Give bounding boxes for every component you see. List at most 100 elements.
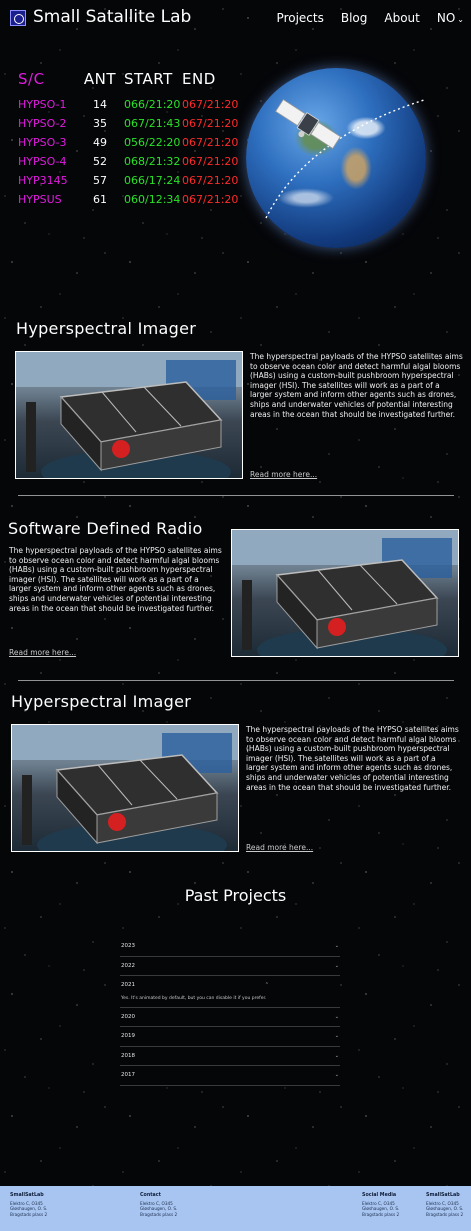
section-description: The hyperspectral payloads of the HYPSO …: [9, 546, 222, 613]
accordion-item: 2022 ⌄: [120, 957, 340, 976]
spacecraft-name[interactable]: HYPSO-1: [18, 97, 67, 111]
top-nav: Small Satallite Lab Projects Blog About …: [0, 0, 471, 36]
logo-icon[interactable]: [10, 10, 26, 26]
chevron-down-icon: ⌄: [334, 1033, 339, 1040]
nav-link-projects[interactable]: Projects: [276, 11, 324, 25]
table-row: HYPSO-4 52 068/21:32 067/21:20: [18, 152, 242, 171]
nav-link-blog[interactable]: Blog: [340, 11, 368, 25]
orbit-path: [265, 99, 425, 219]
accordion-header[interactable]: 2020 ⌄: [120, 1008, 340, 1027]
nav-links: Projects Blog About NO ⌄: [277, 11, 464, 25]
accordion-item: 2018 ⌄: [120, 1047, 340, 1066]
footer-column: Social Media Elektro C, O345 Gløshaugen,…: [362, 1193, 399, 1217]
payload-photo: [231, 529, 459, 657]
accordion-header[interactable]: 2019 ⌄: [120, 1027, 340, 1046]
table-header-row: S/C ANT START END: [18, 70, 242, 95]
accordion-header[interactable]: 2018 ⌄: [120, 1047, 340, 1066]
read-more-link[interactable]: Read more here...: [250, 470, 318, 479]
footer-line: Elektro C, O345: [362, 1201, 395, 1207]
accordion-item: 2017 ⌄: [120, 1066, 340, 1086]
antenna-value: 49: [93, 135, 107, 149]
accordion-item: 2020 ⌄: [120, 1008, 340, 1027]
table-row: HYP3145 57 066/17:24 067/21:20: [18, 171, 242, 190]
footer-line: Elektro C, O345: [426, 1201, 459, 1207]
chevron-down-icon: ⌄: [334, 962, 339, 969]
payload-photo: [15, 351, 243, 479]
payload-image: [232, 530, 458, 656]
page-footer: SmallSatLab Elektro C, O345 Gløshaugen, …: [0, 1186, 471, 1231]
table-row: HYPSO-3 49 056/22:20 067/21:20: [18, 133, 242, 152]
accordion-item: 2019 ⌄: [120, 1027, 340, 1047]
chevron-down-icon: ⌄: [457, 14, 464, 24]
footer-line: Bragstads plass 2: [10, 1211, 48, 1217]
footer-heading: Social Media: [362, 1193, 397, 1198]
footer-column: Contact Elektro C, O345 Gløshaugen, O. S…: [140, 1193, 177, 1217]
antenna-value: 14: [93, 97, 107, 111]
start-time: 066/21:20: [124, 97, 181, 111]
column-header-end: END: [182, 70, 216, 88]
accordion-header[interactable]: 2021 ⌃: [120, 976, 340, 995]
footer-line: Bragstads plass 2: [362, 1211, 400, 1217]
site-title[interactable]: Small Satallite Lab: [33, 7, 192, 27]
table-row: HYPSUS 61 060/12:34 067/21:20: [18, 190, 242, 209]
chevron-down-icon: ⌄: [334, 1052, 339, 1059]
accordion-item: 2023 ⌄: [120, 937, 340, 957]
accordion-content: Yes. It's animated by default, but you c…: [121, 995, 267, 1001]
spacecraft-name[interactable]: HYP3145: [18, 173, 68, 187]
column-header-start: START: [124, 70, 173, 88]
end-time: 067/21:20: [182, 154, 239, 168]
end-time: 067/21:20: [182, 135, 239, 149]
section-divider: [18, 680, 454, 681]
antenna-value: 35: [93, 116, 107, 130]
accordion-year: 2019: [121, 1033, 135, 1040]
accordion-item: 2021 ⌃ Yes. It's animated by default, bu…: [120, 976, 340, 1008]
footer-line: Gløshaugen, O. S.: [10, 1206, 48, 1212]
spacecraft-name[interactable]: HYPSUS: [18, 192, 62, 206]
footer-line: Elektro C, O345: [140, 1201, 173, 1207]
footer-heading: Contact: [140, 1193, 161, 1198]
antenna-value: 61: [93, 192, 107, 206]
footer-line: Bragstads plass 2: [140, 1211, 178, 1217]
section-description: The hyperspectral payloads of the HYPSO …: [246, 725, 459, 792]
antenna-value: 57: [93, 173, 107, 187]
accordion-year: 2021: [121, 982, 135, 989]
accordion-year: 2022: [121, 962, 135, 969]
earth-globe: [246, 68, 426, 248]
read-more-link[interactable]: Read more here...: [246, 843, 314, 852]
chevron-down-icon: ⌄: [334, 943, 339, 950]
start-time: 060/12:34: [124, 192, 181, 206]
footer-line: Gløshaugen, O. S.: [426, 1206, 464, 1212]
satellite-orbit-graphic: [265, 99, 425, 219]
past-projects-accordion: 2023 ⌄ 2022 ⌄ 2021 ⌃ Yes. It's animated …: [120, 937, 340, 1086]
accordion-year: 2023: [121, 943, 135, 950]
start-time: 068/21:32: [124, 154, 181, 168]
accordion-year: 2017: [121, 1072, 135, 1079]
accordion-year: 2018: [121, 1052, 135, 1059]
satellite-icon: [275, 99, 341, 149]
footer-heading: SmallSatLab: [10, 1193, 44, 1198]
language-label: NO: [436, 11, 456, 25]
accordion-header[interactable]: 2022 ⌄: [120, 957, 340, 976]
footer-line: Gløshaugen, O. S.: [362, 1206, 400, 1212]
spacecraft-name[interactable]: HYPSO-4: [18, 154, 67, 168]
end-time: 067/21:20: [182, 116, 239, 130]
end-time: 067/21:20: [182, 173, 239, 187]
start-time: 067/21:43: [124, 116, 181, 130]
end-time: 067/21:20: [182, 192, 239, 206]
section-title: Hyperspectral Imager: [11, 692, 192, 711]
nav-link-about[interactable]: About: [384, 11, 420, 25]
footer-heading: SmallSatLab: [426, 1193, 460, 1198]
accordion-header[interactable]: 2017 ⌄: [120, 1066, 340, 1085]
payload-image: [16, 352, 242, 478]
column-header-sc: S/C: [18, 70, 45, 88]
spacecraft-name[interactable]: HYPSO-3: [18, 135, 67, 149]
end-time: 067/21:20: [182, 97, 239, 111]
spacecraft-name[interactable]: HYPSO-2: [18, 116, 67, 130]
accordion-header[interactable]: 2023 ⌄: [120, 937, 340, 956]
past-projects-title: Past Projects: [184, 886, 287, 905]
table-row: HYPSO-2 35 067/21:43 067/21:20: [18, 114, 242, 133]
column-header-ant: ANT: [83, 70, 117, 88]
language-selector[interactable]: NO ⌄: [437, 11, 464, 25]
footer-line: Gløshaugen, O. S.: [140, 1206, 178, 1212]
read-more-link[interactable]: Read more here...: [9, 648, 77, 657]
